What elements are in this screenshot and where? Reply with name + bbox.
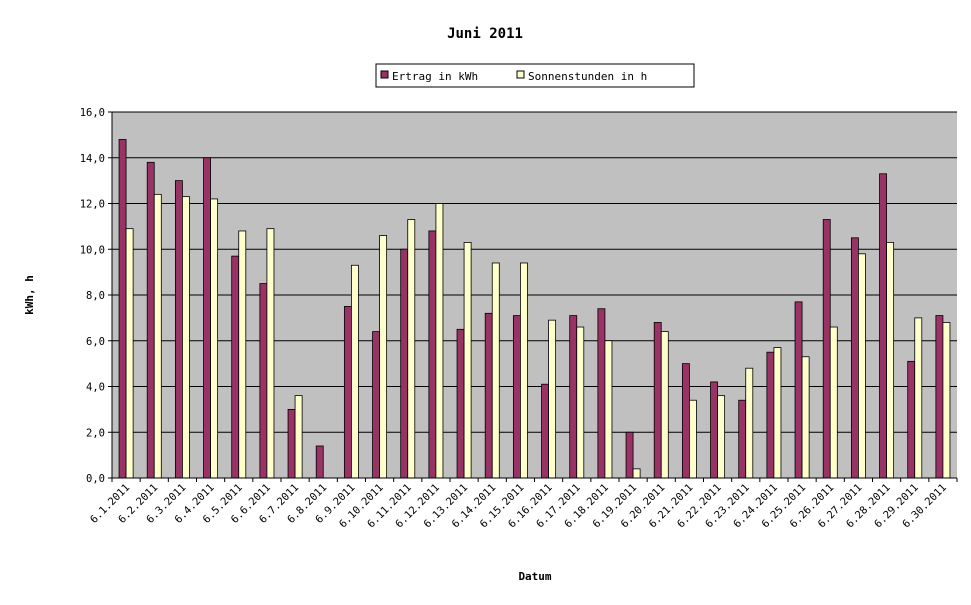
bar-ertrag [794,301,803,479]
bar-ertrag [625,431,634,479]
bar-sonnenstunden [238,230,247,479]
bar-sonnenstunden [294,395,303,479]
bars [118,139,951,479]
bar-ertrag [174,180,183,479]
legend-swatch-ertrag [380,70,389,79]
bar-sonnenstunden [520,262,528,479]
y-tick-label: 2,0 [86,427,105,439]
y-tick-label: 4,0 [86,382,105,394]
bar-ertrag [343,306,352,479]
bar-ertrag [653,322,662,479]
legend-label-sonnenstunden: Sonnenstunden in h [528,70,647,83]
y-tick-label: 16,0 [80,107,105,119]
bar-sonnenstunden [914,317,923,479]
bar-ertrag [766,351,775,479]
bar-sonnenstunden [942,322,951,479]
y-tick-label: 14,0 [80,153,105,165]
bar-sonnenstunden [407,219,416,479]
bar-ertrag [879,173,887,479]
bar-ertrag [597,308,606,479]
bar-ertrag [118,139,127,479]
bar-ertrag [231,255,240,479]
bar-sonnenstunden [463,241,472,479]
bar-ertrag [259,283,268,479]
bar-ertrag [569,315,578,479]
legend-box [375,63,695,88]
bar-sonnenstunden [745,367,754,479]
bar-sonnenstunden [773,347,782,479]
x-axis-title: Datum [518,570,551,583]
bar-ertrag [738,399,747,479]
bar-ertrag [203,157,211,479]
bar-ertrag [710,381,718,479]
bar-ertrag [541,383,549,479]
y-tick-label: 10,0 [80,244,105,256]
bar-sonnenstunden [125,228,134,479]
y-tick-label: 6,0 [86,336,105,348]
bar-sonnenstunden [858,253,866,479]
bar-sonnenstunden [829,326,838,479]
legend-swatch-sonnenstunden [516,70,525,79]
bar-sonnenstunden [210,198,219,479]
bar-ertrag [146,161,155,479]
y-axis-title: kWh, h [23,275,36,315]
bar-sonnenstunden [435,203,444,479]
bar-sonnenstunden [266,228,275,479]
bar-ertrag [512,315,521,479]
bar-sonnenstunden [801,356,810,479]
gridlines [112,111,957,433]
bar-ertrag [681,363,690,479]
bar-sonnenstunden [182,196,190,479]
bar-sonnenstunden [604,340,613,479]
bar-ertrag [456,328,465,479]
bar-ertrag [850,237,859,479]
bar-ertrag [822,219,831,479]
bar-ertrag [935,315,944,479]
bar-sonnenstunden [632,468,641,479]
bar-sonnenstunden [689,399,697,479]
bar-sonnenstunden [576,326,585,479]
bar-sonnenstunden [351,264,359,479]
bar-sonnenstunden [548,319,557,479]
bar-ertrag [428,230,437,479]
bar-sonnenstunden [153,193,162,479]
y-tick-label: 0,0 [86,473,105,485]
bar-sonnenstunden [379,235,388,479]
y-ticks: 0,0 2,0 4,0 6,0 8,0 10,0 12,0 14,0 16,0 [80,107,112,485]
bar-ertrag [484,312,493,479]
x-ticks: 6.1.20116.2.20116.3.20116.4.20116.5.2011… [88,478,958,530]
y-tick-label: 8,0 [86,290,105,302]
legend-label-ertrag: Ertrag in kWh [392,70,478,83]
chart-title: Juni 2011 [447,26,523,42]
bar-ertrag [287,408,296,479]
bar-ertrag [400,248,409,479]
bar-sonnenstunden [717,395,726,479]
y-tick-label: 12,0 [80,199,105,211]
bar-ertrag [372,331,380,479]
bar-sonnenstunden [660,331,669,479]
bar-sonnenstunden [886,241,895,479]
bar-sonnenstunden [491,262,500,479]
bar-ertrag [907,360,916,479]
bar-ertrag [315,445,324,479]
legend: Ertrag in kWh Sonnenstunden in h [375,63,695,88]
